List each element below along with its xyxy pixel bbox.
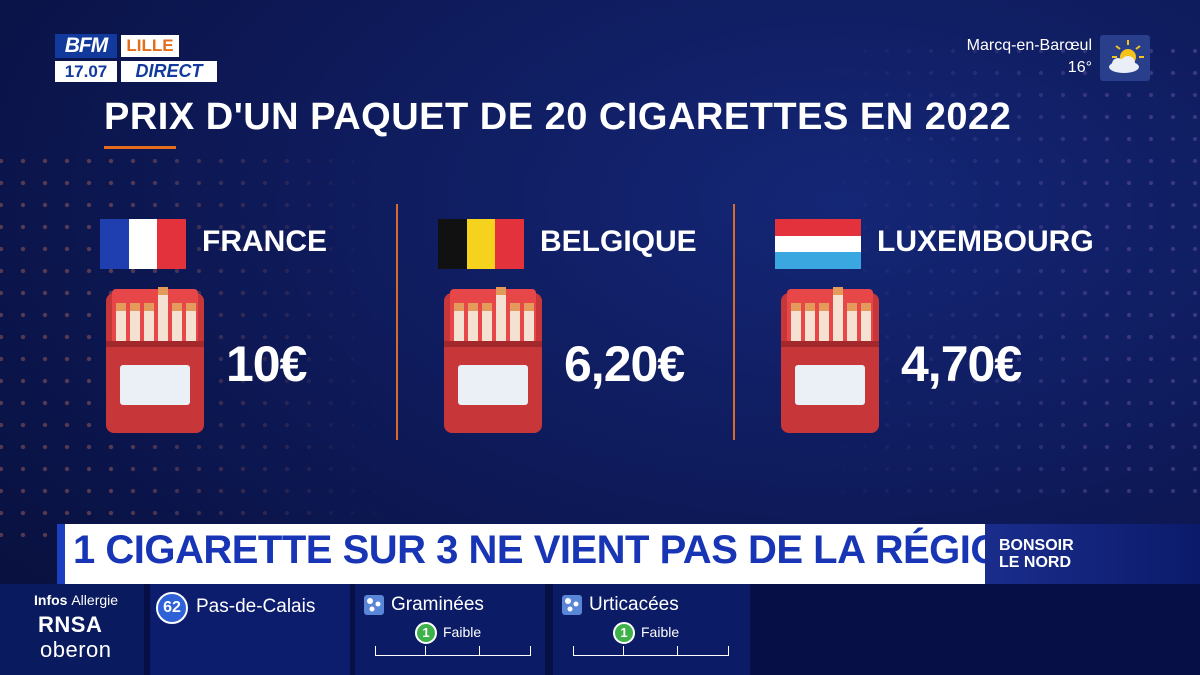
flag-stripe xyxy=(775,252,861,270)
sun-cloud-icon xyxy=(1100,35,1150,81)
logo-brand: BFM xyxy=(55,34,117,58)
scale-tick xyxy=(573,646,574,656)
country-name: BELGIQUE xyxy=(540,225,697,258)
country-france: FRANCE 10€ xyxy=(100,215,420,445)
cigarette-pack-icon xyxy=(444,287,542,433)
pollen-icon xyxy=(562,595,582,615)
pollen-level-badge: 1 xyxy=(613,622,635,644)
flag-stripe xyxy=(466,219,496,269)
country-name: FRANCE xyxy=(202,225,327,258)
scale-tick xyxy=(425,646,426,656)
scale-tick xyxy=(375,646,376,656)
flag-stripe xyxy=(157,219,187,269)
cigarette-pack-icon xyxy=(781,287,879,433)
flag-stripe xyxy=(775,219,861,236)
pollen-graminees: Graminées 1 Faible xyxy=(355,584,545,675)
column-divider xyxy=(396,204,398,440)
weather-city: Marcq-en-Barœul xyxy=(966,37,1092,54)
country-luxembourg: LUXEMBOURG 4,70€ xyxy=(775,215,1095,445)
pollen-name: Graminées xyxy=(391,594,484,615)
flag-stripe xyxy=(775,235,861,253)
flag-luxembourg-icon xyxy=(775,219,861,270)
flag-stripe xyxy=(128,219,158,269)
flag-stripe xyxy=(438,219,467,269)
ticker-brand: Infos Allergie RNSA oberon xyxy=(0,584,144,675)
flag-stripe xyxy=(495,219,525,269)
logo-city: LILLE xyxy=(121,35,179,57)
title-underline xyxy=(104,146,176,149)
scale-tick xyxy=(479,646,480,656)
pollen-scale xyxy=(573,646,729,656)
scale-tick xyxy=(530,646,531,656)
ticker-infos-label: Infos Allergie xyxy=(34,592,118,608)
live-badge: DIRECT xyxy=(121,61,217,82)
rnsa-logo: RNSA xyxy=(38,612,103,637)
department-badge: 62 xyxy=(156,592,188,624)
infographic-title: PRIX D'UN PAQUET DE 20 CIGARETTES EN 202… xyxy=(104,96,1012,138)
ticker-department: 62 Pas-de-Calais xyxy=(150,584,350,675)
pollen-urticacees: Urticacées 1 Faible xyxy=(553,584,750,675)
price-value: 4,70€ xyxy=(901,336,1022,392)
pollen-icon xyxy=(364,595,384,615)
allergy-ticker: Infos Allergie RNSA oberon 62 Pas-de-Cal… xyxy=(0,584,1200,675)
pollen-level-label: Faible xyxy=(443,624,482,640)
infos-label: Infos xyxy=(34,592,68,608)
show-name-line1: BONSOIR xyxy=(999,537,1074,554)
weather-widget: Marcq-en-Barœul 16° xyxy=(940,35,1150,81)
price-value: 10€ xyxy=(226,336,307,392)
pollen-name: Urticacées xyxy=(589,594,679,615)
department-name: Pas-de-Calais xyxy=(196,596,316,617)
flag-stripe xyxy=(100,219,129,269)
pollen-scale xyxy=(375,646,531,656)
headline-banner: 1 CIGARETTE SUR 3 NE VIENT PAS DE LA RÉG… xyxy=(57,524,1030,584)
pollen-level-badge: 1 xyxy=(415,622,437,644)
price-value: 6,20€ xyxy=(564,336,685,392)
logo-time: 17.07 xyxy=(55,61,117,82)
scale-tick xyxy=(728,646,729,656)
flag-france-icon xyxy=(100,219,187,269)
infos-sub: Allergie xyxy=(71,592,119,608)
scale-tick xyxy=(677,646,678,656)
scale-tick xyxy=(623,646,624,656)
cigarette-pack-icon xyxy=(106,287,204,433)
column-divider xyxy=(733,204,735,440)
show-name-block: BONSOIR LE NORD xyxy=(985,524,1200,584)
oberon-logo: oberon xyxy=(40,637,112,662)
pollen-level-label: Faible xyxy=(641,624,680,640)
show-name-line2: LE NORD xyxy=(999,554,1071,571)
country-belgique: BELGIQUE 6,20€ xyxy=(438,215,758,445)
channel-logo: BFM LILLE 17.07 DIRECT xyxy=(55,34,217,82)
flag-belgium-icon xyxy=(438,219,525,269)
country-name: LUXEMBOURG xyxy=(877,225,1094,258)
weather-temperature: 16° xyxy=(1067,59,1092,76)
headline-text: 1 CIGARETTE SUR 3 NE VIENT PAS DE LA RÉG… xyxy=(73,528,1030,572)
